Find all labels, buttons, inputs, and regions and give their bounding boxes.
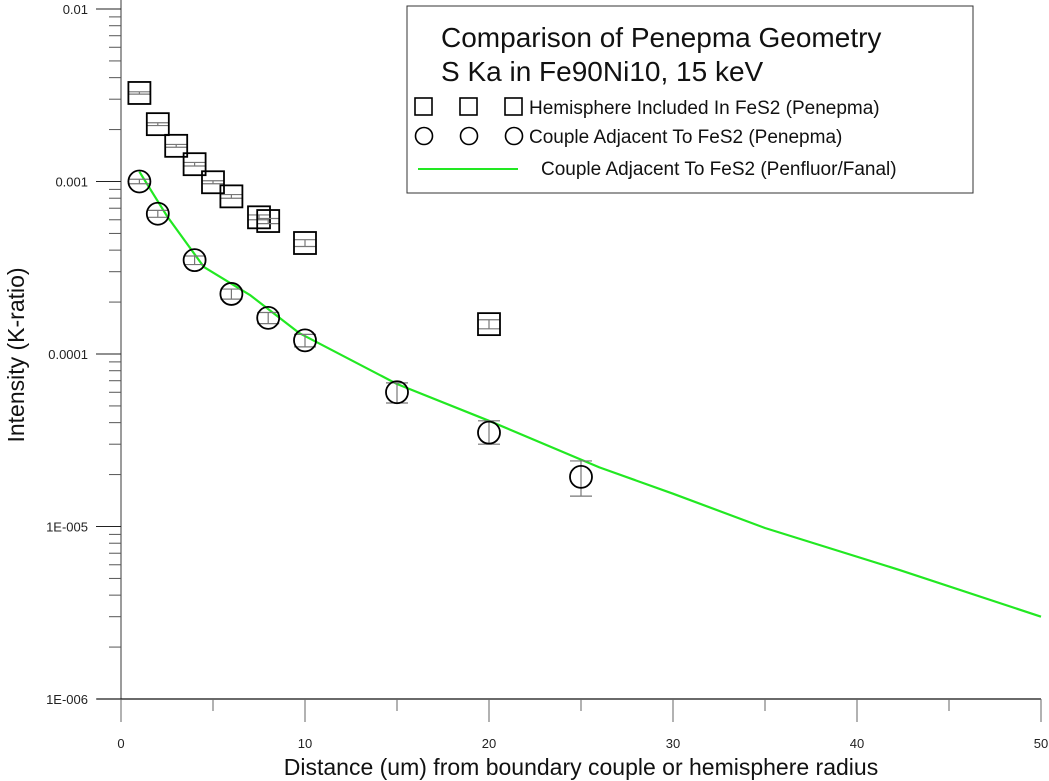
square-marker bbox=[127, 81, 152, 105]
y-axis-title: Intensity (K-ratio) bbox=[3, 267, 29, 442]
y-tick-label: 0.001 bbox=[55, 175, 88, 190]
x-tick-label: 20 bbox=[482, 736, 496, 751]
data-point-square bbox=[127, 81, 152, 105]
legend-circle-marker bbox=[504, 126, 524, 146]
legend-circle-marker bbox=[414, 126, 434, 146]
legend-frame bbox=[406, 5, 974, 194]
y-tick-label: 1E-005 bbox=[46, 520, 88, 535]
data-point-square bbox=[256, 209, 281, 233]
data-point-square bbox=[164, 133, 189, 158]
circle-marker bbox=[127, 169, 152, 194]
data-point-circle bbox=[182, 248, 207, 273]
circle-marker bbox=[182, 248, 207, 273]
legend-square-marker bbox=[414, 97, 433, 116]
legend-label: Hemisphere Included In FeS2 (Penepma) bbox=[529, 98, 880, 119]
square-marker bbox=[247, 205, 271, 230]
circle-marker bbox=[219, 282, 244, 306]
chart-title: Comparison of Penepma Geometry bbox=[441, 22, 881, 53]
y-tick-label: 0.0001 bbox=[48, 347, 88, 362]
square-marker bbox=[182, 152, 207, 177]
data-point-circle bbox=[145, 201, 170, 226]
circle-marker bbox=[293, 328, 317, 353]
data-point-circle bbox=[127, 169, 152, 194]
data-point-square bbox=[219, 184, 244, 209]
data-point-square bbox=[182, 152, 207, 177]
data-point-square bbox=[293, 231, 317, 255]
legend-label: Couple Adjacent To FeS2 (Penfluor/Fanal) bbox=[541, 159, 897, 180]
square-marker bbox=[219, 184, 244, 209]
data-point-circle bbox=[569, 460, 593, 497]
chart-subtitle: S Ka in Fe90Ni10, 15 keV bbox=[441, 56, 764, 87]
data-point-circle bbox=[385, 380, 409, 405]
circle-marker bbox=[385, 380, 409, 405]
legend-square-marker bbox=[459, 97, 478, 116]
x-tick-label: 50 bbox=[1034, 736, 1048, 751]
legend-circle-marker bbox=[459, 126, 479, 146]
circle-marker bbox=[477, 420, 501, 445]
square-marker bbox=[477, 312, 501, 337]
x-tick-label: 30 bbox=[666, 736, 680, 751]
legend-label: Couple Adjacent To FeS2 (Penepma) bbox=[529, 127, 842, 148]
x-tick-label: 10 bbox=[298, 736, 312, 751]
x-tick-label: 40 bbox=[850, 736, 864, 751]
circle-marker bbox=[145, 201, 170, 226]
data-point-square bbox=[201, 170, 225, 195]
series-line-penfluor-fanal bbox=[138, 171, 1042, 618]
square-marker bbox=[164, 133, 189, 158]
square-marker bbox=[201, 170, 225, 195]
y-tick-label: 1E-006 bbox=[46, 692, 88, 707]
data-point-circle bbox=[477, 420, 501, 445]
data-marks bbox=[127, 81, 1042, 618]
x-tick-label: 0 bbox=[117, 736, 124, 751]
data-point-square bbox=[477, 312, 501, 337]
square-marker bbox=[145, 112, 170, 137]
data-point-square bbox=[145, 112, 170, 137]
legend-item-couple-penepma: Couple Adjacent To FeS2 (Penepma) bbox=[414, 126, 842, 148]
x-axis-title: Distance (um) from boundary couple or he… bbox=[284, 754, 878, 780]
legend-item-couple-penfluor: Couple Adjacent To FeS2 (Penfluor/Fanal) bbox=[418, 159, 897, 180]
legend: Comparison of Penepma Geometry S Ka in F… bbox=[406, 5, 974, 194]
y-tick-label: 0.01 bbox=[63, 2, 88, 17]
data-point-circle bbox=[219, 282, 244, 306]
data-point-circle bbox=[256, 305, 281, 330]
circle-marker bbox=[569, 464, 593, 489]
axes: 0.01 0.001 0.0001 1E-005 1E-006 0 10 20 30 40 50 bbox=[46, 0, 1048, 751]
square-marker bbox=[256, 209, 281, 233]
square-marker bbox=[293, 231, 317, 255]
circle-marker bbox=[256, 305, 281, 330]
data-point-circle bbox=[293, 328, 317, 353]
legend-item-hemisphere: Hemisphere Included In FeS2 (Penepma) bbox=[414, 97, 880, 119]
legend-square-marker bbox=[504, 97, 523, 116]
